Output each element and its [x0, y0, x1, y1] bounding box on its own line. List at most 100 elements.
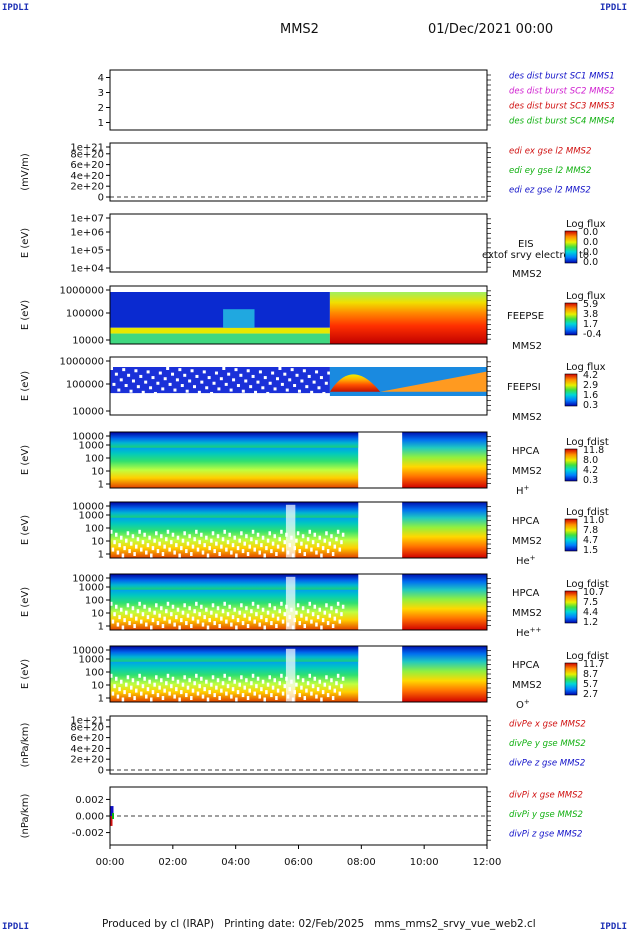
hpca-dropout: [165, 609, 168, 614]
feepsi-speckle: [254, 390, 258, 394]
hpca-dropout: [136, 609, 140, 614]
hpca-dropout: [243, 541, 246, 546]
hpca-dropout: [178, 697, 181, 702]
y-tick-label: 3: [98, 88, 104, 99]
feepsi-speckle: [317, 386, 321, 390]
y-tick-label: 1000: [79, 583, 104, 594]
hpca-dropout: [303, 552, 307, 557]
feepsi-speckle: [192, 385, 196, 389]
hpca-dropout: [226, 684, 230, 689]
legend-entry: divPe y gse MMS2: [509, 739, 586, 749]
hpca-dropout: [206, 553, 210, 558]
hpca-dropout: [331, 552, 335, 557]
colorbar-tick-label: 4.2: [583, 465, 598, 476]
feepse-bottom-band: [110, 333, 330, 344]
y-tick-label: 10000: [72, 646, 104, 657]
feepsi-speckle: [229, 388, 233, 392]
feepsi-speckle: [212, 381, 216, 385]
y-axis-label: (mV/m): [20, 153, 31, 191]
hpca-dropout-column: [285, 576, 296, 630]
y-axis-label: E (eV): [20, 445, 31, 475]
hpca-dropout: [211, 675, 215, 680]
instrument-label: HPCA: [512, 660, 540, 671]
colorbar-tick-label: 8.7: [583, 669, 598, 680]
hpca-dropout: [220, 616, 223, 621]
hpca-dropout: [260, 687, 263, 692]
hpca-dropout: [135, 688, 138, 693]
hpca-dropout: [270, 693, 273, 698]
hpca-dropout: [313, 676, 317, 681]
y-tick-label: 10000: [72, 336, 104, 347]
y-tick-label: 10: [91, 681, 104, 692]
y-tick-label: 6e+20: [70, 160, 104, 171]
hpca-dropout: [265, 690, 268, 695]
feepsi-speckle: [280, 382, 284, 386]
instrument-label: EIS: [518, 239, 534, 250]
feepsi-speckle: [214, 371, 218, 375]
hpca-dropout: [311, 612, 315, 617]
hpca-dropout: [140, 547, 143, 552]
feepsi-speckle: [185, 389, 189, 393]
hpca-dropout: [138, 673, 141, 678]
hpca-dropout: [238, 682, 241, 687]
hpca-dropout: [191, 544, 195, 549]
feepsi-speckle: [183, 373, 187, 377]
hpca-dropout: [246, 552, 250, 557]
colorbar-tick-label: 11.8: [583, 445, 604, 456]
hpca-dropout: [330, 606, 333, 611]
hpca-dropout: [261, 607, 265, 612]
y-tick-label: 100000: [66, 380, 104, 391]
hpca-dropout: [243, 613, 246, 618]
hpca-dropout: [118, 615, 121, 620]
colorbar: [564, 448, 578, 482]
hpca-dropout: [223, 673, 226, 678]
hpca-dropout: [253, 691, 256, 696]
feepsi-speckle: [168, 382, 172, 386]
colorbar-title: Log fdist: [566, 437, 609, 448]
hpca-dropout: [328, 685, 332, 690]
hpca-dropout: [256, 532, 260, 537]
hpca-dropout: [218, 624, 221, 629]
hpca-dropout: [168, 547, 171, 552]
x-tick-label: 00:00: [96, 857, 125, 868]
feepsi-burst: [329, 374, 381, 392]
feepsi-speckle: [195, 374, 199, 378]
y-tick-label: 10000: [72, 502, 104, 513]
hpca-dropout: [163, 616, 166, 621]
hpca-dropout: [203, 615, 206, 620]
colorbar-title: Log fdist: [566, 651, 609, 662]
hpca-dropout: [226, 540, 230, 545]
hpca-dropout: [186, 541, 190, 546]
feepsi-speckle: [202, 370, 206, 374]
feepsi-speckle: [266, 391, 270, 395]
colorbar: [564, 302, 578, 336]
hpca-dropout: [273, 678, 276, 683]
hpca-dropout: [315, 694, 318, 699]
hpca-dropout: [341, 604, 345, 609]
legend-entry: des dist burst SC3 MMS3: [509, 101, 615, 111]
y-tick-label: 100: [85, 524, 104, 535]
feepsi-speckle: [285, 388, 289, 392]
colorbar-tick-label: 4.4: [583, 607, 598, 618]
hpca-dropout: [113, 684, 116, 689]
hpca-dropout: [166, 673, 170, 678]
hpca-dropout: [310, 691, 313, 696]
y-tick-label: 4: [98, 73, 104, 84]
hpca-dropout: [255, 612, 258, 617]
hpca-dropout: [205, 679, 208, 684]
feepsi-speckle: [122, 368, 126, 372]
colorbar-tick-label: 7.8: [583, 525, 598, 536]
colorbar-tick-label: 0.0: [583, 247, 598, 258]
hpca-dropout: [171, 532, 175, 537]
hpca-dropout: [313, 604, 317, 609]
feepsi-speckle: [117, 388, 121, 392]
hpca-dropout: [156, 549, 160, 554]
hpca-dropout: [273, 534, 276, 539]
hpca-dropout: [125, 682, 128, 687]
overlay-label: extof srvy electron to: [482, 250, 589, 261]
feepsi-speckle: [114, 372, 118, 376]
y-tick-label: 2: [98, 103, 104, 114]
feepsi-speckle: [312, 380, 316, 384]
hpca-dropout: [263, 697, 266, 702]
feepsi-speckle: [273, 387, 277, 391]
